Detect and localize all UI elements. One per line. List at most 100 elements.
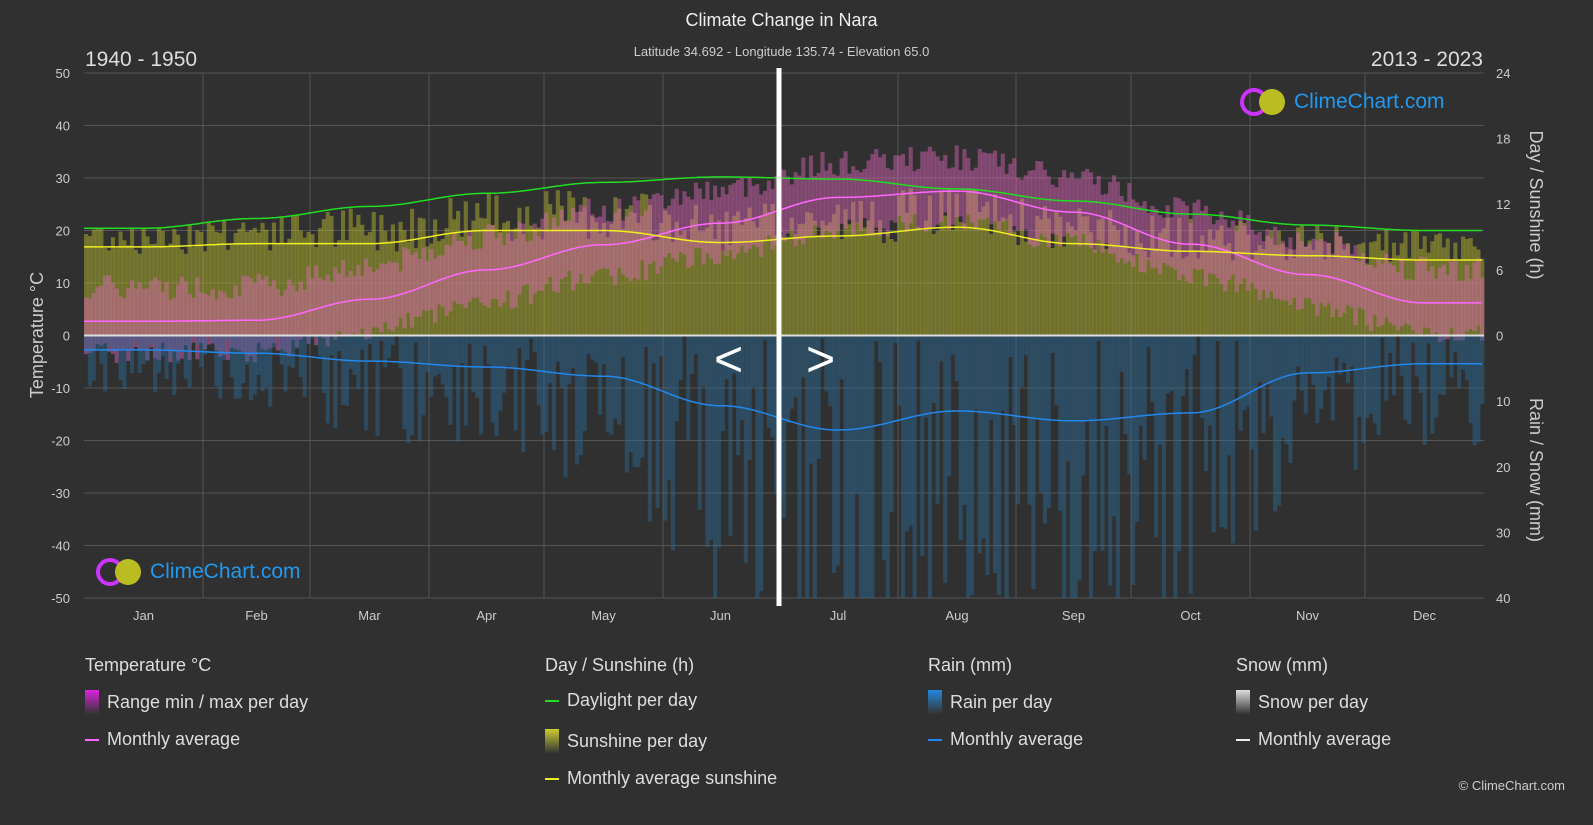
rain-bar — [528, 335, 534, 339]
sunshine-bar — [1242, 222, 1247, 336]
sunshine-bar — [782, 236, 787, 336]
sunshine-bar — [1430, 241, 1435, 336]
rain-bar — [1157, 335, 1163, 445]
x-tick-label: May — [591, 608, 616, 623]
temperature-range-bar — [425, 260, 430, 312]
sunshine-bar — [1253, 251, 1258, 336]
rain-bar — [1376, 335, 1381, 436]
sunshine-bar — [390, 224, 395, 336]
rain-bar — [1273, 335, 1278, 512]
temperature-range-bar — [904, 165, 909, 233]
temperature-range-bar — [697, 188, 702, 249]
rain-bar — [617, 335, 622, 425]
temperature-range-bar — [1349, 253, 1354, 308]
sunshine-bar — [970, 189, 975, 336]
legend-line-icon — [928, 738, 942, 741]
sunshine-bar — [176, 234, 181, 336]
temperature-range-bar — [1296, 232, 1301, 310]
temperature-range-bar — [149, 280, 154, 348]
logo-top[interactable]: ClimeChart.com — [1238, 86, 1445, 118]
rain-bar — [820, 335, 825, 339]
rain-bar — [824, 335, 829, 392]
temperature-range-bar — [1426, 271, 1431, 329]
temperature-range-bar — [1480, 277, 1485, 341]
rain-bar — [1449, 335, 1454, 378]
rain-bar — [885, 335, 890, 598]
sunshine-bar — [410, 208, 415, 336]
legend-label: Range min / max per day — [107, 691, 309, 712]
rain-bar — [471, 335, 476, 392]
sunshine-bar — [306, 231, 311, 336]
rain-bar — [674, 335, 679, 422]
temperature-range-bar — [755, 184, 760, 248]
sunshine-bar — [436, 241, 442, 336]
sunshine-bar — [291, 215, 296, 336]
rain-bar — [1349, 335, 1354, 368]
rain-bar — [1384, 335, 1389, 401]
temperature-range-bar — [222, 292, 227, 355]
rain-bar — [187, 335, 192, 388]
rain-bar — [774, 335, 779, 495]
sunshine-bar — [540, 239, 545, 336]
daylight-line — [84, 176, 1482, 232]
rain-bar — [237, 335, 242, 399]
sunshine-bar — [1000, 217, 1005, 336]
temperature-range-bar — [540, 218, 545, 292]
rain-bar — [574, 335, 580, 465]
rain-bar — [954, 335, 959, 382]
temperature-range-bar — [655, 193, 660, 274]
sunshine-bar — [624, 208, 629, 336]
rain-bar — [1073, 335, 1078, 598]
rain-bar — [924, 335, 929, 418]
temperature-range-bar — [1276, 245, 1282, 299]
rain-bar — [1138, 335, 1143, 426]
sunshine-bar — [1165, 217, 1170, 336]
sunshine-bar — [1395, 255, 1400, 336]
rain-bar — [958, 335, 963, 541]
sunshine-bar — [916, 226, 921, 336]
temperature-range-bar — [1464, 265, 1469, 332]
prev-period-button[interactable]: < — [714, 331, 744, 387]
temperature-range-bar — [739, 178, 745, 246]
sunshine-bar — [1204, 251, 1209, 336]
temperature-range-bar — [187, 293, 192, 361]
sunshine-bar — [237, 228, 242, 336]
rain-bar — [398, 335, 403, 368]
sunshine-bar — [1342, 249, 1347, 336]
sunshine-bar — [789, 217, 794, 336]
rain-bar — [1345, 335, 1351, 384]
sunshine-bar — [816, 235, 821, 336]
next-period-button[interactable]: > — [806, 331, 836, 387]
temperature-range-bar — [1319, 238, 1324, 303]
temperature-range-bar — [751, 185, 756, 245]
rain-bar — [831, 335, 837, 573]
rain-bar — [1457, 335, 1462, 388]
temperature-range-bar — [713, 185, 718, 264]
temperature-range-bar — [617, 198, 622, 268]
rain-bar — [149, 335, 154, 344]
temperature-range-bar — [628, 211, 633, 282]
sunshine-bar — [1349, 258, 1354, 336]
rain-bar — [705, 335, 710, 548]
temperature-range-bar — [1085, 168, 1090, 246]
rain-bar — [785, 335, 791, 423]
temperature-range-bar — [1134, 202, 1140, 255]
temperature-range-bar — [513, 238, 518, 308]
rain-bar — [509, 335, 514, 368]
rain-bar — [360, 335, 365, 350]
sunshine-bar — [302, 237, 307, 336]
sunshine-bar — [743, 218, 748, 336]
rain-bar — [160, 335, 165, 357]
sunshine-bar — [1119, 246, 1124, 336]
sunshine-bar — [264, 229, 269, 336]
temperature-range-bar — [958, 169, 963, 217]
temperature-range-bar — [486, 224, 491, 308]
sunshine-bar — [667, 214, 672, 336]
logo-bottom[interactable]: ClimeChart.com — [94, 556, 301, 588]
temperature-range-bar — [989, 153, 994, 225]
rain-bar — [425, 335, 430, 373]
rain-bar — [1399, 335, 1404, 376]
legend-swatch-icon — [928, 690, 942, 714]
rain-bar — [1188, 335, 1193, 594]
sunshine-bar — [651, 240, 656, 336]
